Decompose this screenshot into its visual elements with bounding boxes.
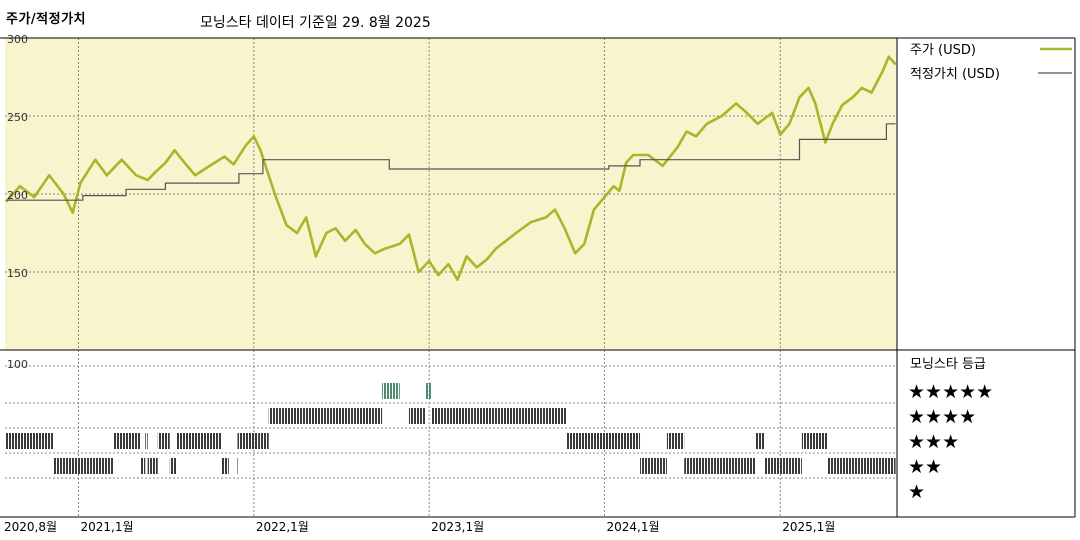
rating-bar (145, 433, 148, 449)
rating-bar (801, 433, 828, 449)
rating-level-label: ★★ (908, 456, 942, 478)
rating-level-label: ★★★ (908, 431, 959, 453)
x-tick-label: 2021,1월 (80, 520, 133, 534)
y-tick-label: 200 (7, 189, 28, 202)
data-date-subtitle: 모닝스타 데이터 기준일 29. 8월 2025 (200, 15, 431, 31)
price-line (5, 55, 897, 282)
x-tick-label: 2024,1월 (606, 520, 659, 534)
y-tick-label: 250 (7, 111, 28, 124)
price-lines (5, 55, 897, 282)
rating-bar (431, 408, 568, 424)
chart-frame (0, 37, 1076, 518)
x-tick-label: 2025,1월 (782, 520, 835, 534)
rating-bar (755, 433, 765, 449)
rating-bar (268, 408, 383, 424)
x-tick-label: 2023,1월 (431, 520, 484, 534)
rating-bar (113, 433, 141, 449)
rating-bar (237, 433, 258, 449)
rating-level-label: ★★★★ (908, 406, 976, 428)
rating-bar (53, 458, 114, 474)
y-tick-label: 150 (7, 267, 28, 280)
rating-bar (169, 458, 177, 474)
legend-price-label: 주가 (USD) (910, 43, 976, 58)
rating-panel-title: 모닝스타 등급 (910, 357, 986, 372)
rating-bar (176, 433, 222, 449)
x-tick-label: 2020,8월 (4, 520, 57, 534)
rating-bar (764, 458, 802, 474)
chart-title: 주가/적정가치 (6, 12, 87, 27)
legend: 주가 (USD)적정가치 (USD)모닝스타 등급★★★★★★★★★★★★★★★ (908, 43, 1072, 503)
rating-bar (236, 458, 238, 474)
rating-bar (827, 458, 843, 474)
rating-bar (684, 458, 756, 474)
rating-bar (382, 383, 400, 399)
rating-bar (157, 433, 170, 449)
legend-fair-value-label: 적정가치 (USD) (910, 67, 1000, 82)
rating-bar (5, 433, 54, 449)
rating-bars (5, 383, 896, 474)
rating-grid (5, 365, 897, 479)
x-tick-label: 2022,1월 (256, 520, 309, 534)
rating-bar (666, 433, 685, 449)
rating-bar (640, 458, 667, 474)
rating-bar (140, 458, 146, 474)
rating-bar (567, 433, 641, 449)
rating-level-label: ★★★★★ (908, 381, 993, 403)
rating-bar (425, 383, 432, 399)
rating-bar (147, 458, 158, 474)
rating-tick-label: 100 (7, 358, 28, 371)
y-tick-label: 300 (7, 33, 28, 46)
rating-bar (842, 458, 896, 474)
rating-bar (410, 408, 426, 424)
rating-bar (258, 433, 269, 449)
fair-value-line (6, 123, 896, 201)
axis-ticks: 300 250 200 150 100 2020,8월 2021,1월 2022,1월 2023… (4, 33, 835, 534)
rating-bar (408, 408, 411, 424)
rating-bar (221, 458, 229, 474)
rating-level-label: ★ (908, 481, 925, 503)
